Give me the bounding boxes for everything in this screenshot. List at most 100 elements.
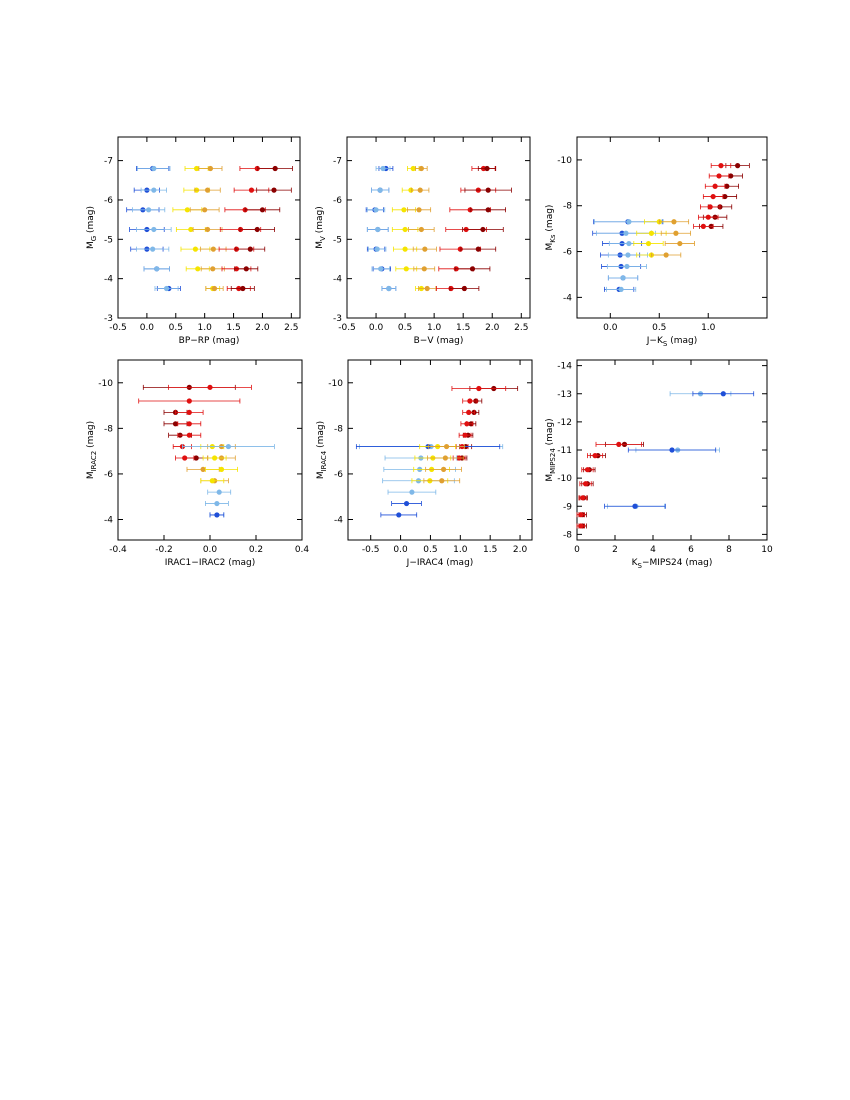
- label-text: M: [316, 471, 326, 479]
- data-point: [184, 207, 190, 213]
- data-point: [209, 478, 215, 484]
- data-point: [214, 500, 220, 507]
- x-tick-label: 1.5: [226, 323, 240, 333]
- data-point: [151, 226, 157, 233]
- data-point: [700, 223, 706, 229]
- data-point: [403, 266, 409, 272]
- y-tick-label: -8: [334, 424, 343, 434]
- y-tick-label: -10: [557, 156, 572, 166]
- data-point: [485, 187, 491, 193]
- y-tick-label: -14: [557, 362, 572, 372]
- y-tick-label: -6: [563, 248, 572, 258]
- data-point: [718, 163, 724, 169]
- x-tick-label: 2.0: [485, 323, 500, 333]
- x-tick-label: 1.0: [198, 323, 213, 333]
- data-point: [248, 187, 255, 193]
- data-point: [151, 165, 157, 172]
- data-point: [151, 187, 157, 193]
- data-point: [707, 204, 713, 210]
- data-point: [439, 478, 445, 484]
- data-point: [485, 207, 491, 213]
- data-point: [146, 207, 152, 213]
- data-point: [186, 398, 192, 404]
- axis-label: J−IRAC4 (mag): [406, 558, 474, 568]
- data-point: [408, 187, 414, 193]
- panel: 0.0 0.5 1.0-4-6-8-10J−KS (mag)MKs (mag): [545, 136, 768, 348]
- data-point: [671, 219, 677, 225]
- data-point: [375, 226, 381, 233]
- x-tick-label: 0: [574, 545, 580, 555]
- data-point: [648, 230, 655, 236]
- data-point: [578, 512, 584, 518]
- axis-label: B−V (mag): [414, 336, 464, 346]
- data-point: [401, 207, 407, 213]
- y-tick-label: -5: [333, 235, 342, 245]
- data-point: [632, 503, 638, 509]
- data-point: [154, 266, 160, 272]
- data-point: [403, 500, 410, 507]
- y-tick-label: -10: [98, 379, 113, 389]
- y-tick-label: -6: [104, 470, 113, 480]
- data-point: [710, 193, 716, 200]
- label-text: (mag): [545, 205, 555, 235]
- data-point: [722, 193, 728, 200]
- y-tick-label: -3: [333, 314, 342, 324]
- data-point: [396, 512, 402, 518]
- data-point: [663, 252, 669, 258]
- data-point: [377, 187, 383, 193]
- label-subscript: MIPS24: [549, 448, 557, 474]
- data-point: [582, 481, 589, 487]
- data-point: [469, 266, 476, 272]
- label-text: (mag): [667, 336, 697, 346]
- y-tick-label: -8: [563, 202, 572, 212]
- x-tick-label: -0.5: [109, 323, 127, 333]
- data-point: [243, 266, 249, 272]
- data-point: [720, 391, 726, 397]
- data-point: [462, 432, 468, 438]
- x-tick-label: 2.0: [513, 545, 528, 555]
- label-subscript: S: [638, 562, 643, 570]
- data-point: [422, 246, 428, 252]
- data-point: [645, 240, 652, 247]
- y-tick-label: -6: [333, 196, 342, 206]
- data-point: [416, 207, 422, 213]
- data-point: [380, 165, 386, 172]
- x-tick-label: 2: [612, 545, 618, 555]
- data-point: [418, 165, 424, 172]
- data-point: [402, 246, 408, 252]
- x-tick-label: -0.5: [362, 545, 380, 555]
- x-tick-label: 0.5: [652, 323, 666, 333]
- data-point: [202, 207, 208, 213]
- label-text: −MIPS24 (mag): [642, 558, 712, 568]
- data-point: [254, 226, 260, 233]
- data-point: [207, 165, 214, 172]
- x-tick-label: 1.0: [453, 545, 468, 555]
- data-point: [669, 447, 675, 453]
- data-point: [207, 384, 213, 390]
- data-point: [247, 246, 253, 252]
- axis-label: IRAC1−IRAC2 (mag): [165, 558, 256, 568]
- plot-frame: [117, 136, 301, 319]
- data-point: [186, 421, 192, 427]
- y-tick-label: -4: [563, 293, 572, 303]
- label-text: M: [86, 471, 96, 479]
- data-point: [424, 285, 430, 292]
- x-tick-label: 0.5: [398, 323, 412, 333]
- x-tick-label: 1.0: [427, 323, 442, 333]
- data-point: [705, 214, 711, 220]
- label-text: M: [86, 241, 96, 249]
- y-tick-label: -3: [104, 314, 113, 324]
- label-subscript: IRAC4: [320, 450, 328, 471]
- x-tick-label: 2.5: [514, 323, 528, 333]
- x-tick-label: 0.0: [369, 323, 384, 333]
- y-tick-label: -6: [334, 470, 343, 480]
- data-point: [735, 163, 741, 169]
- data-point: [210, 266, 216, 272]
- label-text: M: [545, 474, 555, 482]
- data-point: [580, 495, 586, 501]
- x-tick-label: -0.4: [109, 545, 127, 555]
- label-text: M: [545, 243, 555, 251]
- y-tick-label: -8: [104, 424, 113, 434]
- data-point: [225, 443, 231, 450]
